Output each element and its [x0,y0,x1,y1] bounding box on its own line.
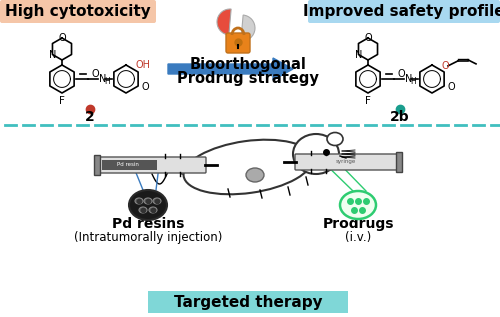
Wedge shape [241,15,255,41]
Text: N: N [355,49,362,60]
Text: N: N [49,49,56,60]
Ellipse shape [139,207,147,213]
Text: OH: OH [135,60,150,70]
Text: O: O [441,61,448,71]
Text: N: N [405,74,412,84]
Text: F: F [59,96,65,106]
Wedge shape [217,9,231,35]
Ellipse shape [340,191,376,219]
Text: N: N [99,74,106,84]
FancyBboxPatch shape [99,157,206,173]
Text: O: O [448,82,456,92]
Ellipse shape [293,134,339,174]
Text: Bioorthogonal: Bioorthogonal [190,57,306,73]
Text: Pd resins: Pd resins [112,217,184,231]
Text: O: O [58,33,66,43]
Text: O: O [91,69,98,79]
FancyBboxPatch shape [308,0,500,23]
Bar [102,160,157,170]
Text: H: H [104,76,110,86]
FancyBboxPatch shape [148,291,348,313]
Text: Pd resin: Pd resin [117,163,139,167]
Bar [0,125,500,317]
Text: syringe: syringe [336,159,356,165]
Bar [396,152,402,172]
Text: (Intratumorally injection): (Intratumorally injection) [74,230,222,243]
Bar [94,155,100,175]
FancyBboxPatch shape [295,154,397,170]
Ellipse shape [246,168,264,182]
Text: H: H [410,76,416,86]
FancyBboxPatch shape [226,33,250,53]
Text: 2: 2 [85,110,95,124]
FancyBboxPatch shape [0,0,156,23]
Ellipse shape [135,198,143,204]
Text: Prodrug strategy: Prodrug strategy [177,72,319,87]
Ellipse shape [129,190,167,220]
Ellipse shape [149,207,157,213]
FancyArrow shape [168,58,293,80]
Text: Prodrugs: Prodrugs [322,217,394,231]
Text: (i.v.): (i.v.) [345,230,371,243]
Text: Improved safety profile: Improved safety profile [303,4,500,19]
Text: F: F [365,96,371,106]
Ellipse shape [184,140,312,194]
Text: O: O [364,33,372,43]
Text: O: O [142,82,150,92]
Ellipse shape [144,198,152,204]
Text: O: O [397,69,404,79]
Ellipse shape [153,198,161,204]
Ellipse shape [327,133,343,146]
Text: High cytotoxicity: High cytotoxicity [5,4,151,19]
Text: 2b: 2b [390,110,410,124]
Text: Targeted therapy: Targeted therapy [174,294,322,309]
